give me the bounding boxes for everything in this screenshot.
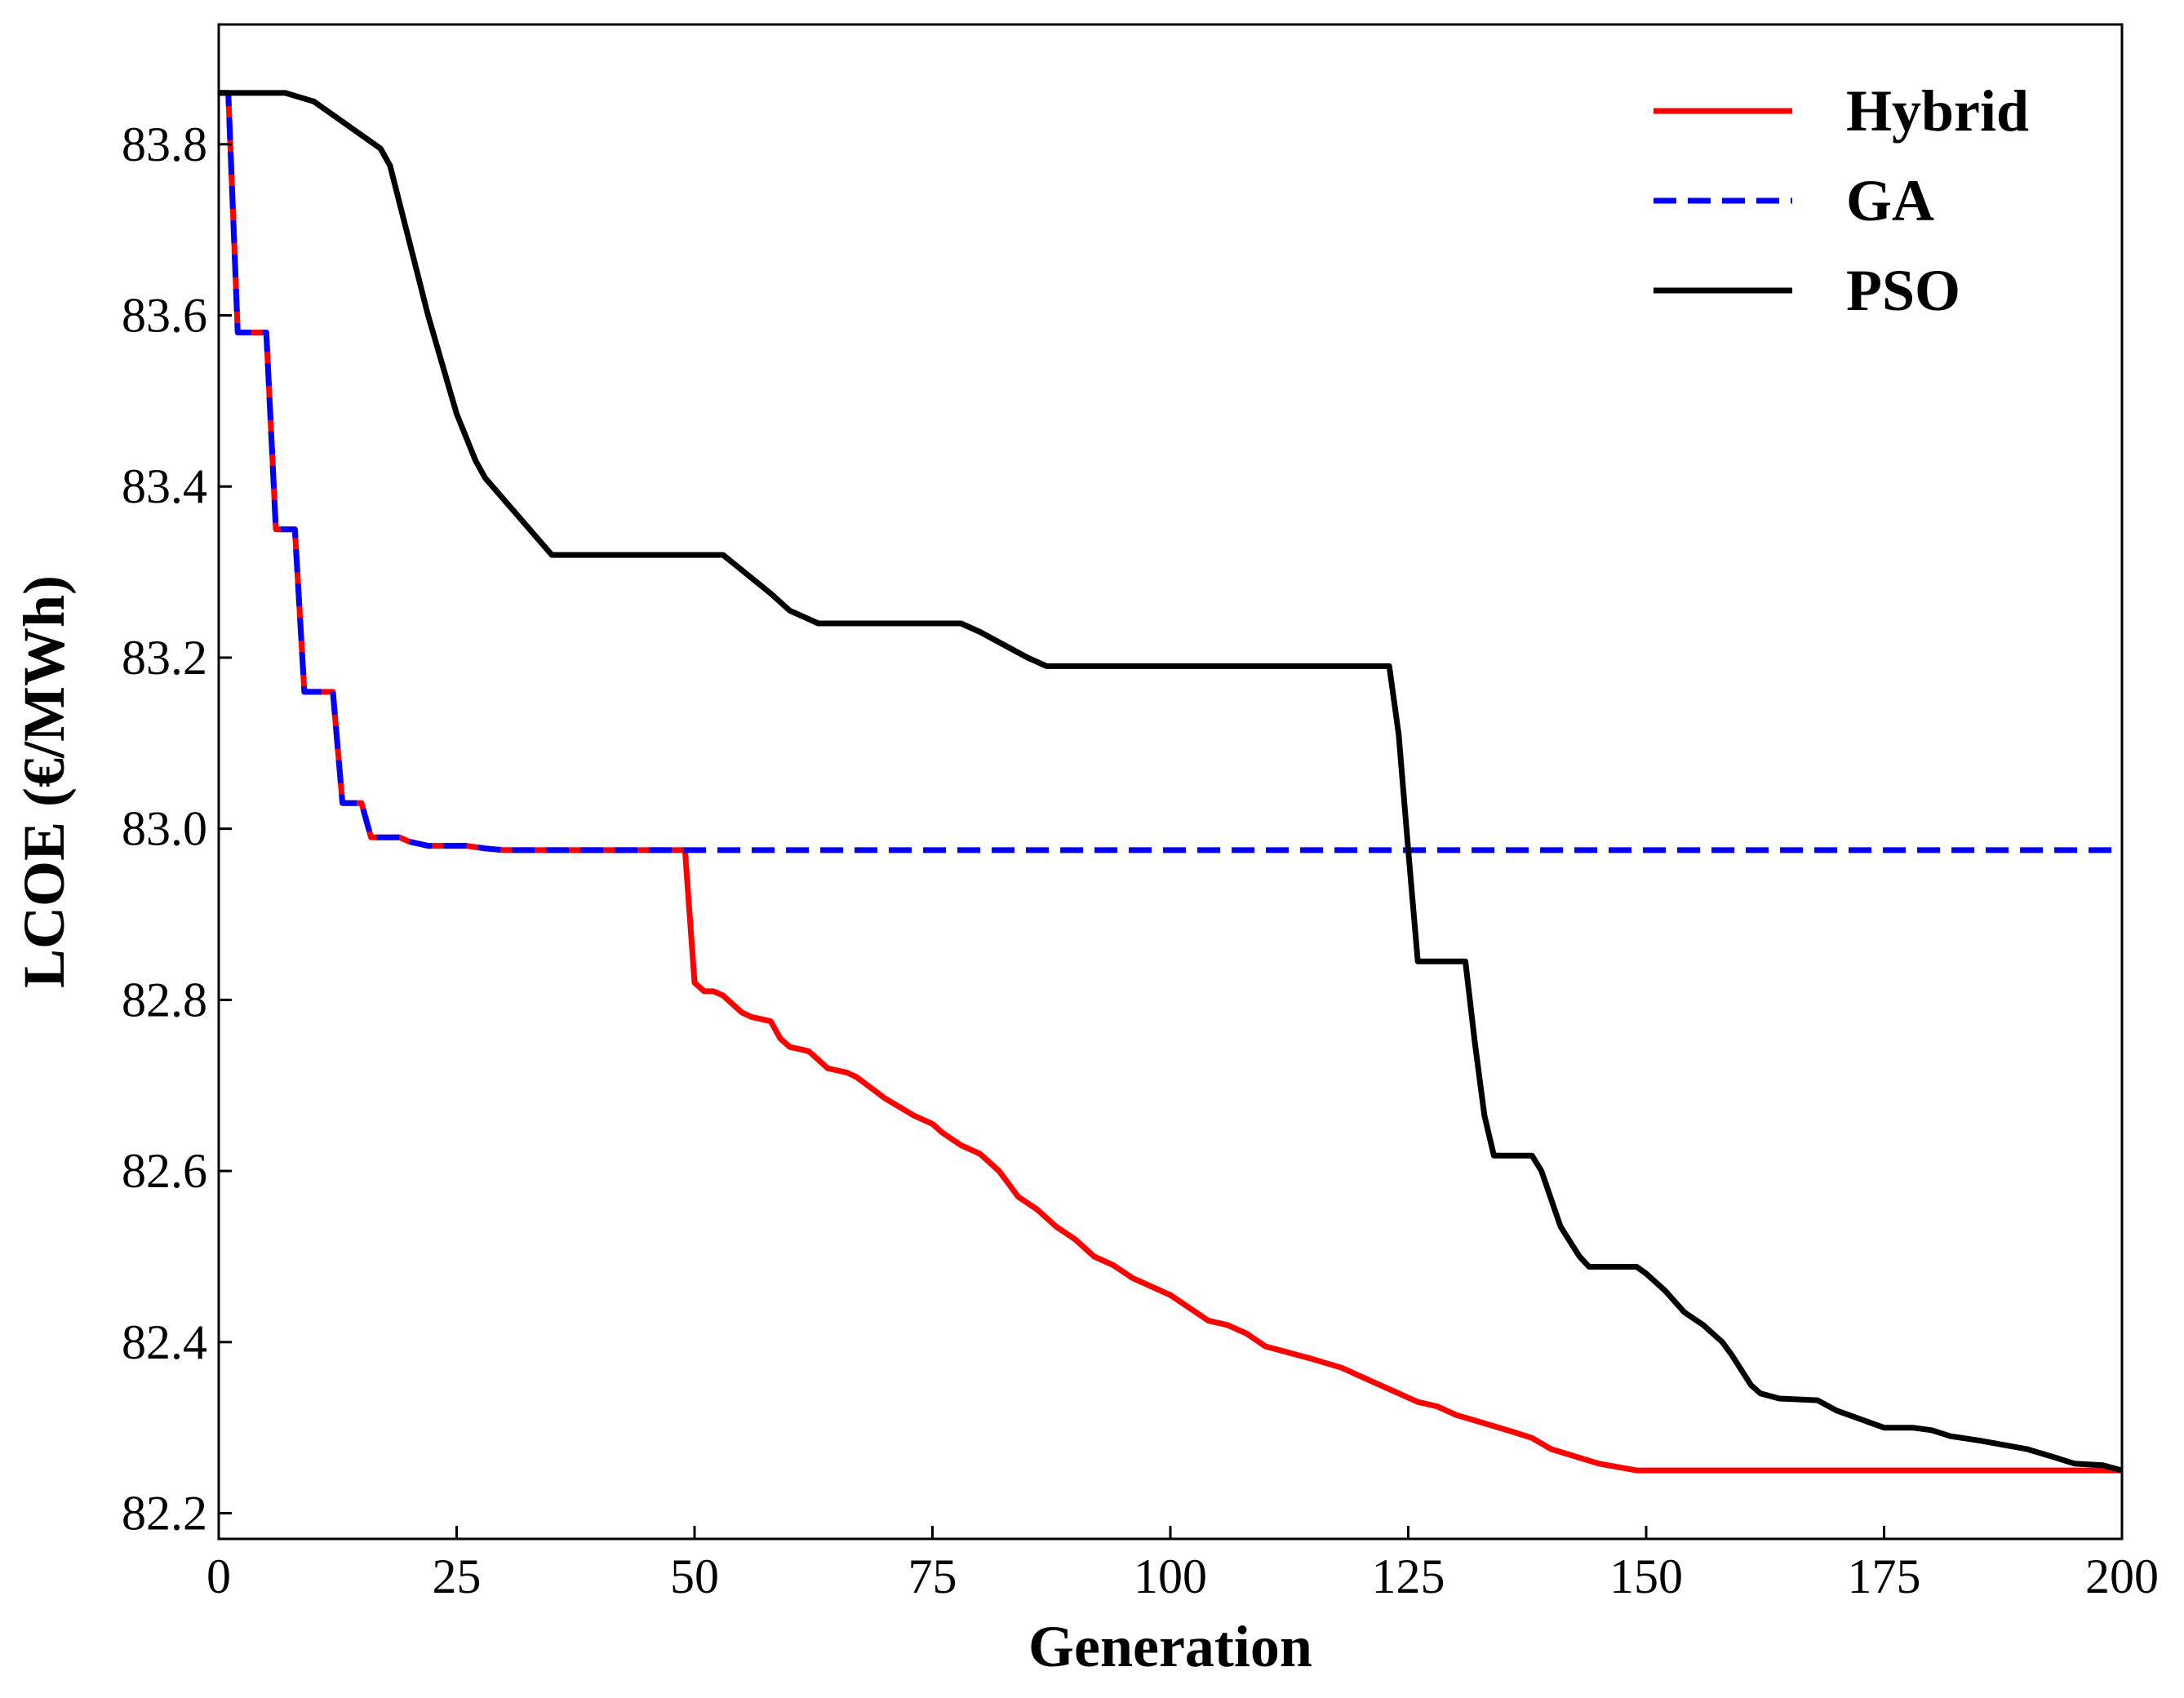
series-layer [219,90,2123,1474]
x-tick-label: 200 [2085,1549,2159,1603]
x-axis-title: Generation [1028,1614,1312,1679]
y-tick-label: 82.4 [122,1315,207,1369]
x-tick-label: 150 [1609,1549,1683,1603]
y-tick-label: 83.2 [122,631,207,685]
y-tick-label: 82.8 [122,973,207,1026]
legend-label-ga: GA [1846,168,1934,233]
y-tick-label: 83.8 [122,117,207,171]
series-line-hybrid [219,90,2122,1474]
plot-frame [217,23,2124,1541]
y-tick-label: 82.6 [122,1144,207,1198]
y-tick-label: 83.0 [122,802,207,856]
y-tick-label: 82.2 [122,1487,207,1541]
legend: Hybrid GA PSO [1654,78,2029,323]
x-tick-label: 75 [908,1549,957,1603]
x-tick-label: 100 [1134,1549,1207,1603]
series-line-pso [219,90,2123,1474]
x-tick-label: 50 [670,1549,719,1603]
legend-label-pso: PSO [1846,258,1960,323]
y-tick-label: 83.6 [122,289,207,343]
y-tick-label: 83.4 [122,459,207,513]
series-line-ga [219,90,2122,853]
ticks-layer: 0 25 50 75 100 125 150 175 200 82.2 82.4 82.6 82.8 83… [122,117,2159,1603]
x-tick-label: 25 [433,1549,482,1603]
x-tick-label: 175 [1848,1549,1921,1603]
y-axis-title: LCOE (€/MWh) [11,575,77,988]
x-tick-label: 125 [1372,1549,1445,1603]
legend-label-hybrid: Hybrid [1846,78,2029,144]
x-tick-label: 0 [206,1549,231,1603]
